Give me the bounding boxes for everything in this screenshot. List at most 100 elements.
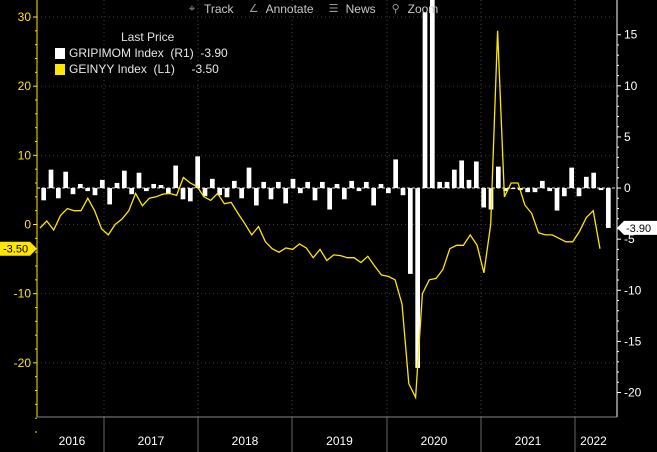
bar (70, 188, 76, 195)
bar (429, 0, 435, 189)
annotate-button[interactable]: ∠ Annotate (248, 2, 314, 16)
track-label: Track (204, 1, 234, 16)
bar (605, 188, 611, 228)
bar (283, 188, 289, 204)
bar (385, 188, 391, 194)
bar (268, 188, 274, 200)
bar (341, 188, 347, 200)
bar (532, 188, 538, 193)
right-last-value-tag (617, 220, 657, 235)
bar (239, 188, 245, 199)
bar (41, 188, 47, 201)
news-label: News (345, 1, 376, 16)
bar (561, 188, 567, 197)
zoom-label: Zoom (407, 1, 439, 16)
bar (129, 188, 135, 195)
bar (165, 188, 171, 195)
bar (437, 181, 443, 189)
bar (121, 170, 127, 189)
chart-toolbar: ⌖ Track ∠ Annotate ☰ News ⚲ Zoom (186, 0, 438, 17)
bar (99, 179, 105, 189)
bar (143, 188, 149, 192)
bar (55, 188, 61, 199)
bar (297, 188, 303, 194)
bar (63, 171, 69, 189)
legend-title: Last Price (121, 30, 175, 44)
bar (180, 188, 186, 200)
bar-series (41, 0, 611, 368)
x-tick-label: 2020 (421, 434, 448, 448)
left-last-value-label: -3.50 (3, 244, 28, 256)
bar (371, 188, 377, 206)
bar (92, 188, 98, 196)
x-tick-label: 2017 (138, 434, 165, 448)
bar (275, 181, 281, 189)
right-last-value-label: -3.90 (626, 223, 651, 235)
legend-item-geinyy[interactable]: GEINYY Index (L1) -3.50 (55, 61, 228, 77)
bar (495, 166, 501, 189)
magnifier-icon: ⚲ (391, 2, 400, 15)
bar (444, 181, 450, 189)
bar (312, 188, 318, 201)
left-tick-label: -10 (14, 287, 32, 301)
left-tick-label: 0 (24, 218, 31, 232)
left-tick-label: 10 (18, 148, 32, 162)
legend-swatch-white (55, 47, 65, 59)
legend-label-geinyy: GEINYY Index (L1) -3.50 (69, 62, 219, 76)
bar (466, 179, 472, 189)
bar (569, 167, 575, 189)
x-tick-label: 2022 (580, 434, 607, 448)
line-path (39, 30, 601, 400)
bar (327, 188, 333, 210)
right-tick-label: -20 (624, 385, 642, 399)
x-tick-label: 2021 (515, 434, 542, 448)
right-tick-label: 0 (624, 181, 631, 195)
legend-swatch-yellow (55, 63, 65, 75)
right-tick-label: 5 (624, 130, 631, 144)
bar (459, 160, 465, 189)
left-tick-label: 20 (18, 79, 32, 93)
bar (217, 188, 223, 196)
bar (356, 188, 362, 192)
bar (591, 172, 597, 189)
right-tick-label: -5 (624, 232, 635, 246)
bar (363, 181, 369, 189)
news-icon: ☰ (328, 2, 339, 15)
left-tick-label: -20 (14, 356, 32, 370)
bar (187, 188, 193, 202)
track-button[interactable]: ⌖ Track (186, 2, 234, 16)
bar (158, 184, 164, 189)
bar (576, 188, 582, 197)
left-last-value-tag (0, 241, 37, 256)
bar (525, 188, 531, 193)
legend-item-gripimom[interactable]: GRIPIMOM Index (R1) -3.90 (55, 45, 228, 61)
line-series (39, 30, 601, 400)
left-tick-label: 30 (18, 10, 32, 24)
chart-legend: Last Price GRIPIMOM Index (R1) -3.90 GEI… (55, 29, 228, 77)
bar (539, 180, 545, 189)
crosshair-icon: ⌖ (188, 1, 196, 15)
x-tick-label: 2018 (232, 434, 259, 448)
news-button[interactable]: ☰ News (328, 2, 376, 16)
bar (173, 165, 179, 189)
bar (246, 167, 252, 189)
bar (473, 161, 479, 189)
bar (451, 169, 457, 189)
legend-label-gripimom: GRIPIMOM Index (R1) -3.90 (69, 46, 228, 60)
bar (231, 180, 237, 189)
bar (554, 188, 560, 211)
bar (319, 181, 325, 189)
right-tick-label: 10 (624, 79, 638, 93)
bar (407, 188, 413, 274)
bar (209, 178, 215, 189)
zoom-button[interactable]: ⚲ Zoom (390, 2, 439, 16)
bar (77, 183, 83, 189)
annotate-label: Annotate (265, 1, 314, 16)
bar (48, 169, 54, 189)
right-tick-label: 15 (624, 28, 638, 42)
bar (400, 188, 406, 196)
right-tick-label: -10 (624, 283, 642, 297)
bar (136, 172, 142, 189)
